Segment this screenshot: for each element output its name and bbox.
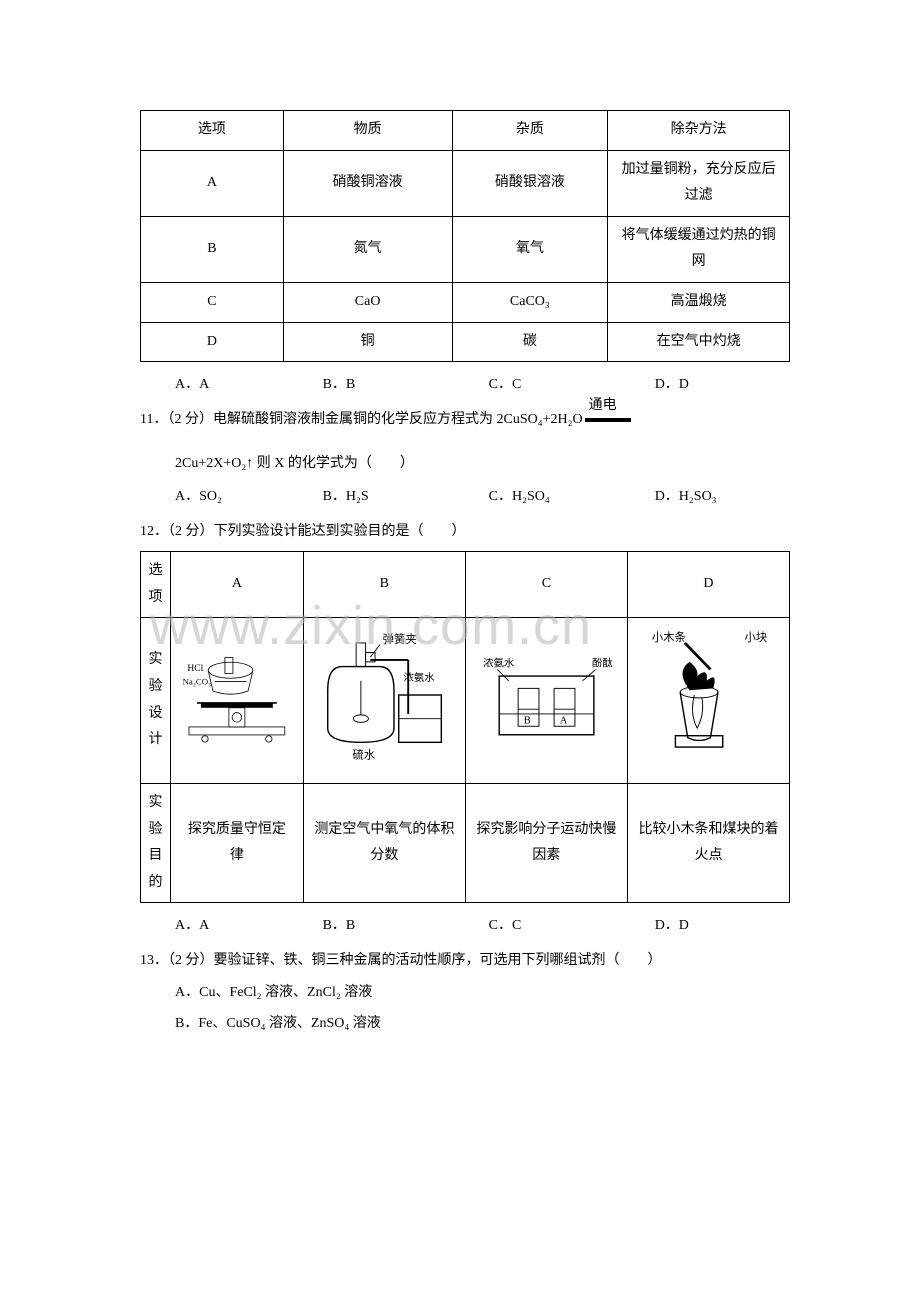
q13-option-a: A．Cu、FeCl₂ 溶液、ZnCl₂ 溶液 <box>140 980 790 1007</box>
option-c: C．C <box>489 372 655 399</box>
th-option: 选项 <box>141 111 284 151</box>
th-substance: 物质 <box>283 111 452 151</box>
reaction-arrow: 通电 <box>583 407 631 434</box>
option-c: C．H₂SO₄ <box>489 484 655 511</box>
row-label-purpose: 实验目的 <box>141 783 171 902</box>
option-b: B．B <box>323 913 489 940</box>
q12-options: A．A B．B C．C D．D <box>140 913 790 940</box>
electrolysis-label: 通电 <box>589 393 617 420</box>
experiment-figure-d: 小木条 小块 <box>627 618 789 784</box>
option-a: A．SO₂ <box>175 484 323 511</box>
svg-text:酚酞: 酚酞 <box>592 657 613 670</box>
q11-line1: 11．（2 分）电解硫酸铜溶液制金属铜的化学反应方程式为 2CuSO₄+2H₂O… <box>140 407 790 434</box>
q12-stem: 12．（2 分）下列实验设计能达到实验目的是（ ） <box>140 519 790 546</box>
svg-text:HCl: HCl <box>187 663 203 674</box>
option-b: B．H₂S <box>323 484 489 511</box>
table-row: 选项 A B C D <box>141 552 790 618</box>
svg-text:A: A <box>560 716 568 727</box>
ignition-point-diagram-icon: 小木条 小块 <box>638 624 779 766</box>
table-q12: 选项 A B C D 实验设计 HCl Na₂CO₃ <box>140 551 790 903</box>
q11-options: A．SO₂ B．H₂S C．H₂SO₄ D．H₂SO₃ <box>140 484 790 511</box>
svg-text:Na₂CO₃: Na₂CO₃ <box>183 677 212 687</box>
oxygen-volume-diagram-icon: 弹簧夹 硫水 浓氨水 <box>314 624 455 766</box>
row-label-design: 实验设计 <box>141 618 171 784</box>
svg-text:小块: 小块 <box>744 631 767 644</box>
svg-text:浓氨水: 浓氨水 <box>403 671 435 684</box>
svg-text:浓氨水: 浓氨水 <box>483 657 515 670</box>
table-row: 实验设计 HCl Na₂CO₃ <box>141 618 790 784</box>
table-row: A 硝酸铜溶液 硝酸银溶液 加过量铜粉，充分反应后过滤 <box>141 150 790 216</box>
q10-options: A．A B．B C．C D．D <box>140 372 790 399</box>
option-a: A．A <box>175 372 323 399</box>
svg-text:小木条: 小木条 <box>652 630 686 644</box>
option-c: C．C <box>489 913 655 940</box>
row-label-option: 选项 <box>141 552 171 618</box>
page-content: 选项 物质 杂质 除杂方法 A 硝酸铜溶液 硝酸银溶液 加过量铜粉，充分反应后过… <box>0 0 920 1142</box>
option-d: D．D <box>655 372 790 399</box>
molecular-motion-diagram-icon: 浓氨水 酚酞 B A <box>476 624 617 766</box>
option-a: A．A <box>175 913 323 940</box>
option-d: D．H₂SO₃ <box>655 484 790 511</box>
option-b: B．B <box>323 372 489 399</box>
table-row: C CaO CaCO₃ 高温煅烧 <box>141 282 790 322</box>
q13-option-b: B．Fe、CuSO₄ 溶液、ZnSO₄ 溶液 <box>140 1011 790 1038</box>
svg-text:弹簧夹: 弹簧夹 <box>382 632 416 646</box>
experiment-figure-b: 弹簧夹 硫水 浓氨水 <box>303 618 465 784</box>
balance-diagram-icon: HCl Na₂CO₃ <box>181 624 293 766</box>
experiment-figure-c: 浓氨水 酚酞 B A <box>465 618 627 784</box>
th-method: 除杂方法 <box>608 111 790 151</box>
option-d: D．D <box>655 913 790 940</box>
q11-prefix: 11．（2 分）电解硫酸铜溶液制金属铜的化学反应方程式为 2CuSO₄+2H₂O <box>140 407 583 434</box>
svg-text:B: B <box>524 716 531 727</box>
q13-stem: 13．（2 分）要验证锌、铁、铜三种金属的活动性顺序，可选用下列哪组试剂（ ） <box>140 948 790 975</box>
experiment-figure-a: HCl Na₂CO₃ <box>171 618 304 784</box>
table-row: 实验目的 探究质量守恒定律 测定空气中氧气的体积分数 探究影响分子运动快慢因素 … <box>141 783 790 902</box>
table-row: B 氮气 氧气 将气体缓缓通过灼热的铜网 <box>141 216 790 282</box>
table-row: 选项 物质 杂质 除杂方法 <box>141 111 790 151</box>
q11-line2: 2Cu+2X+O₂↑ 则 X 的化学式为（ ） <box>140 451 790 478</box>
th-impurity: 杂质 <box>452 111 608 151</box>
svg-text:硫水: 硫水 <box>352 748 375 762</box>
table-row: D 铜 碳 在空气中灼烧 <box>141 322 790 362</box>
table-q10: 选项 物质 杂质 除杂方法 A 硝酸铜溶液 硝酸银溶液 加过量铜粉，充分反应后过… <box>140 110 790 362</box>
